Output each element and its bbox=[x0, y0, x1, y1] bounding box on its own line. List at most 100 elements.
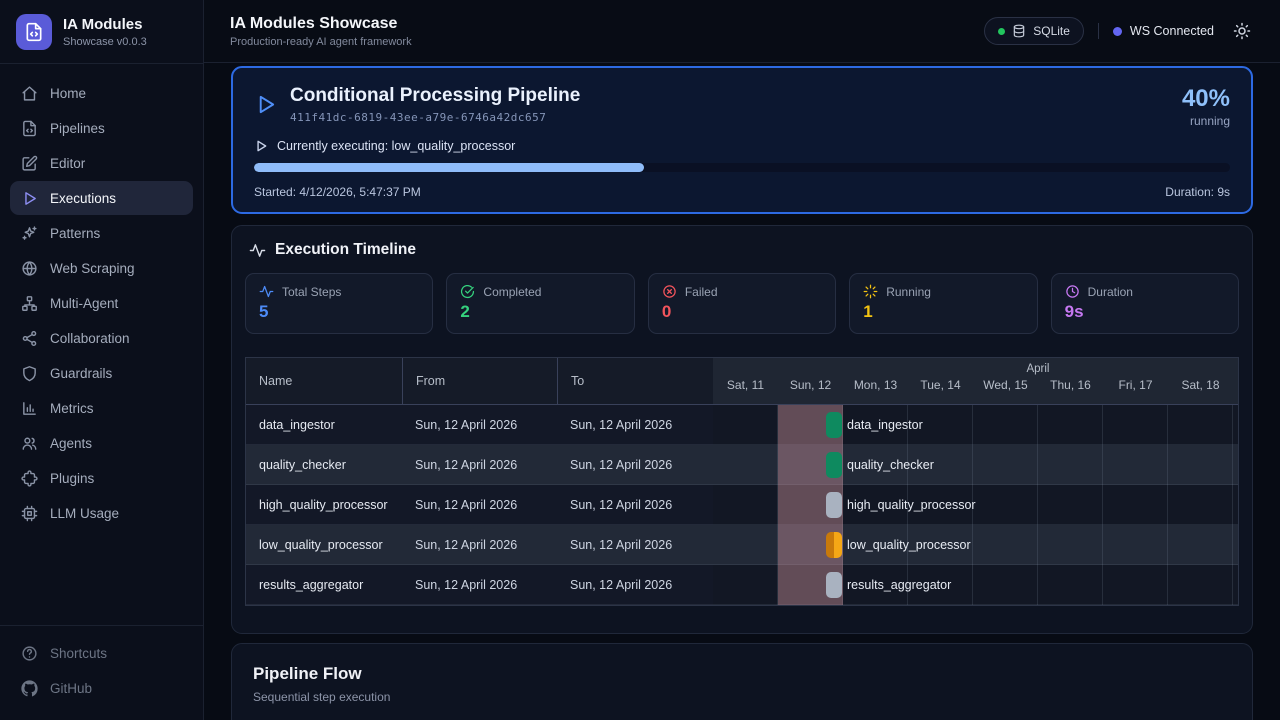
play-icon bbox=[21, 190, 38, 207]
progress-bar bbox=[254, 163, 1230, 172]
stat-label: Running bbox=[886, 284, 931, 299]
gantt-bar-label: data_ingestor bbox=[847, 417, 923, 432]
pipeline-flow-card: Pipeline Flow Sequential step execution bbox=[231, 643, 1253, 720]
stat-label: Failed bbox=[684, 284, 718, 299]
step-from-cell: Sun, 12 April 2026 bbox=[415, 537, 518, 552]
clock-icon bbox=[1065, 284, 1080, 299]
sidebar-item-llm-usage[interactable]: LLM Usage bbox=[10, 496, 193, 530]
gantt-day-label: Sun, 12 bbox=[789, 378, 832, 392]
stat-card-top: Completed bbox=[460, 284, 620, 299]
activity-icon bbox=[259, 284, 274, 299]
stat-label: Completed bbox=[483, 284, 542, 299]
timeline-title: Execution Timeline bbox=[275, 241, 416, 258]
stat-card-total-steps: Total Steps 5 bbox=[245, 273, 434, 334]
sidebar-footer-label: Shortcuts bbox=[50, 645, 108, 661]
sidebar-item-collaboration[interactable]: Collaboration bbox=[10, 321, 193, 355]
puzzle-icon bbox=[21, 469, 38, 487]
gantt-row: results_aggregator bbox=[713, 565, 1238, 605]
db-status-dot bbox=[998, 27, 1006, 35]
sidebar-item-editor[interactable]: Editor bbox=[10, 146, 193, 180]
step-to-cell: Sun, 12 April 2026 bbox=[570, 497, 673, 512]
stat-card-top: Duration bbox=[1065, 284, 1225, 299]
db-badge-label: SQLite bbox=[1033, 24, 1070, 38]
sidebar-item-label: Plugins bbox=[50, 470, 95, 486]
header-title-block: IA Modules Showcase Production-ready AI … bbox=[230, 15, 412, 48]
gantt-day-label: Mon, 13 bbox=[853, 378, 898, 392]
pipeline-id: 411f41dc-6819-43ee-a79e-6746a42dc657 bbox=[290, 111, 547, 124]
step-name-cell: results_aggregator bbox=[259, 577, 364, 592]
page-subtitle: Production-ready AI agent framework bbox=[230, 35, 412, 48]
table-row: low_quality_processor Sun, 12 April 2026 S… bbox=[246, 525, 713, 565]
column-header-from: From bbox=[402, 358, 557, 404]
sidebar-footer-label: GitHub bbox=[50, 680, 93, 696]
sidebar-item-home[interactable]: Home bbox=[10, 76, 193, 110]
gantt-bar-completed bbox=[826, 452, 842, 478]
gantt-bar-label: low_quality_processor bbox=[847, 537, 971, 552]
gantt-row: low_quality_processor bbox=[713, 525, 1238, 565]
sidebar-item-label: Guardrails bbox=[50, 365, 113, 381]
sidebar-item-agents[interactable]: Agents bbox=[10, 426, 193, 460]
stat-card-top: Failed bbox=[662, 284, 822, 299]
sidebar-item-multi-agent[interactable]: Multi-Agent bbox=[10, 286, 193, 320]
sidebar-item-metrics[interactable]: Metrics bbox=[10, 391, 193, 425]
flow-title: Pipeline Flow bbox=[253, 664, 362, 683]
stat-card-top: Running bbox=[863, 284, 1023, 299]
table-row: quality_checker Sun, 12 April 2026 Sun, 12… bbox=[246, 445, 713, 485]
sidebar-item-label: Agents bbox=[50, 435, 93, 451]
step-name-cell: high_quality_processor bbox=[259, 497, 388, 512]
sidebar-item-plugins[interactable]: Plugins bbox=[10, 461, 193, 495]
gantt-bar-pending bbox=[826, 572, 842, 598]
table-row: high_quality_processor Sun, 12 April 2026… bbox=[246, 485, 713, 525]
gantt-bar-label: results_aggregator bbox=[847, 577, 952, 592]
flow-subtitle: Sequential step execution bbox=[253, 690, 391, 704]
stat-value: 9s bbox=[1064, 302, 1084, 321]
gantt-days: Sat, 11 Sun, 12 Mon, 13 Tue, 14 Wed, 15 Thu, … bbox=[713, 378, 1238, 392]
sidebar-item-patterns[interactable]: Patterns bbox=[10, 216, 193, 250]
gantt-row: high_quality_processor bbox=[713, 485, 1238, 525]
cpu-icon bbox=[21, 505, 38, 522]
sidebar-item-label: Pipelines bbox=[50, 120, 105, 136]
steps-table-body: data_ingestor Sun, 12 April 2026 Sun, 12 A… bbox=[246, 405, 713, 605]
stats-row: Total Steps 5 Completed 2 Failed 0 Running 1 Dur… bbox=[245, 273, 1240, 334]
sidebar-footer-shortcuts[interactable]: Shortcuts bbox=[10, 636, 193, 670]
step-to-cell: Sun, 12 April 2026 bbox=[570, 457, 673, 472]
pipeline-execution-card: Conditional Processing Pipeline 411f41dc… bbox=[231, 66, 1253, 214]
gantt-day-label: Thu, 16 bbox=[1050, 378, 1091, 392]
sidebar-footer-github[interactable]: GitHub bbox=[10, 671, 193, 705]
sidebar-item-web-scraping[interactable]: Web Scraping bbox=[10, 251, 193, 285]
gantt-grid: Name From To data_ingestor Sun, 12 April … bbox=[245, 357, 1239, 606]
steps-table: Name From To data_ingestor Sun, 12 April … bbox=[246, 358, 713, 605]
database-icon bbox=[1013, 24, 1025, 38]
sidebar-item-guardrails[interactable]: Guardrails bbox=[10, 356, 193, 390]
globe-icon bbox=[21, 260, 38, 277]
gantt-day-label: Wed, 15 bbox=[983, 378, 1028, 392]
sidebar-item-label: Patterns bbox=[50, 225, 101, 241]
stat-card-completed: Completed 2 bbox=[446, 273, 635, 334]
stat-card-failed: Failed 0 bbox=[647, 273, 837, 334]
step-from-cell: Sun, 12 April 2026 bbox=[415, 497, 518, 512]
home-icon bbox=[21, 85, 38, 102]
gantt-day-label: Sat, 18 bbox=[1181, 378, 1220, 392]
step-to-cell: Sun, 12 April 2026 bbox=[570, 537, 673, 552]
stat-value: 1 bbox=[863, 302, 873, 321]
gantt-row: data_ingestor bbox=[713, 405, 1238, 445]
stat-value: 5 bbox=[259, 302, 269, 321]
ws-status-dot bbox=[1112, 26, 1122, 36]
sidebar-item-label: Metrics bbox=[50, 400, 94, 416]
sidebar-item-executions[interactable]: Executions bbox=[10, 181, 193, 215]
gantt-chart: April Sat, 11 Sun, 12 Mon, 13 Tue, 14 Wed, 1… bbox=[713, 358, 1238, 605]
theme-toggle-button[interactable] bbox=[1228, 17, 1256, 45]
sidebar-item-pipelines[interactable]: Pipelines bbox=[10, 111, 193, 145]
sun-icon bbox=[1233, 22, 1251, 40]
sidebar-item-label: Editor bbox=[50, 155, 86, 171]
step-from-cell: Sun, 12 April 2026 bbox=[415, 577, 518, 592]
chart-icon bbox=[21, 400, 38, 417]
header-right: SQLite WS Connected bbox=[984, 17, 1256, 45]
gantt-row: quality_checker bbox=[713, 445, 1238, 485]
play-icon bbox=[254, 93, 277, 116]
database-badge[interactable]: SQLite bbox=[984, 17, 1084, 45]
stat-card-duration: Duration 9s bbox=[1050, 273, 1240, 334]
sidebar-item-label: LLM Usage bbox=[50, 505, 120, 521]
step-name-cell: data_ingestor bbox=[259, 417, 335, 432]
header-divider bbox=[1097, 23, 1099, 39]
